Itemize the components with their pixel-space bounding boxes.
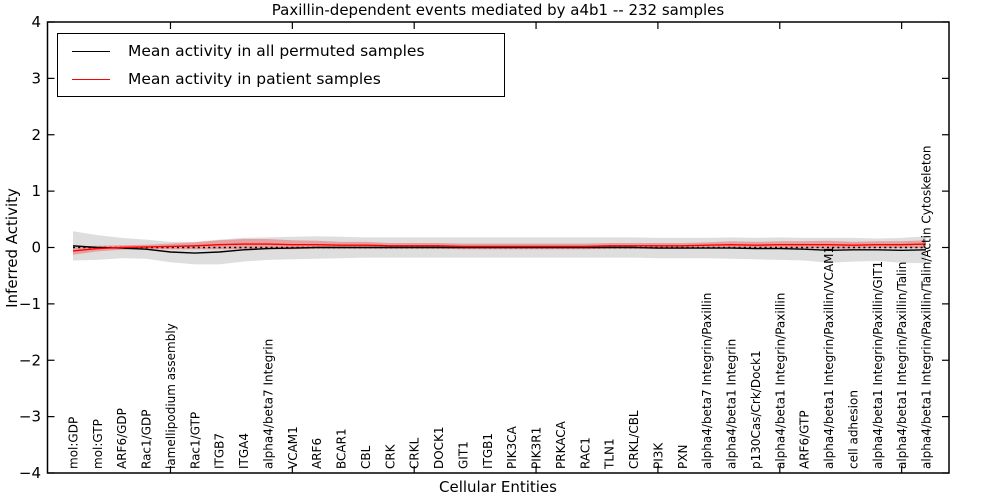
legend-item-patient: Mean activity in patient samples [72,66,504,92]
x-tick-label: Rac1/GDP [140,410,154,469]
x-tick-label: lamellipodium assembly [164,323,178,469]
y-tick-labels: 4 3 2 1 0 −1 −2 −3 −4 [19,13,41,482]
x-tick-label: PIK3CA [505,425,519,469]
x-tick-label: cell adhesion [846,390,860,469]
permuted-series-line [72,245,927,254]
x-tick-label: PIK3R1 [530,427,544,469]
axis-ticks [47,21,949,474]
y-tick-label: 2 [31,126,41,144]
legend-item-permuted: Mean activity in all permuted samples [72,38,504,64]
x-tick-label: PI3K [651,442,665,469]
legend-line-permuted-icon [72,50,110,52]
legend-line-patient-icon [72,78,110,80]
x-tick-label: ITGA4 [237,433,251,469]
legend-label-patient: Mean activity in patient samples [128,70,381,88]
x-tick-label: ARF6 [310,438,324,469]
legend: Mean activity in all permuted samples Me… [57,33,505,97]
y-tick-label: 0 [31,239,41,257]
x-tick-label: TLN1 [603,438,617,470]
x-tick-label: DOCK1 [432,426,446,469]
x-tick-label: Rac1/GTP [188,412,202,469]
x-tick-label: p130Cas/Crk/Dock1 [749,350,763,469]
x-tick-label: alpha4/beta7 Integrin/Paxillin [700,293,714,469]
y-tick-label: 4 [31,13,41,31]
x-tick-label: alpha4/beta1 Integrin/Paxillin/GIT1 [871,261,885,469]
x-tick-label: CBL [359,445,373,469]
x-tick-label: CRKL [408,437,422,469]
y-tick-label: 3 [31,69,41,87]
x-tick-label: mol:GDP [67,417,81,469]
x-tick-label: ITGB7 [213,433,227,469]
x-tick-label: VCAM1 [286,426,300,469]
x-tick-label: ARF6/GTP [798,410,812,469]
x-tick-label: ARF6/GDP [115,408,129,469]
x-tick-labels: mol:GDP mol:GTP ARF6/GDP Rac1/GDP lamellipod… [67,146,934,470]
x-tick-label: alpha4/beta7 Integrin [261,339,275,469]
x-tick-label: CRKL/CBL [627,410,641,469]
x-tick-label: alpha4/beta1 Integrin/Paxillin/VCAM1 [822,246,836,469]
x-tick-label: BCAR1 [335,428,349,469]
x-tick-label: PRKACA [554,420,568,469]
x-tick-label: GIT1 [456,441,470,469]
x-axis-label: Cellular Entities [439,478,557,496]
x-tick-label: ITGB1 [481,433,495,469]
y-tick-label: −2 [19,351,41,369]
y-tick-label: −1 [19,295,41,313]
patient-series-line [72,243,927,252]
y-tick-label: −3 [19,408,41,426]
legend-label-permuted: Mean activity in all permuted samples [128,42,425,60]
x-tick-label: alpha4/beta1 Integrin [725,339,739,469]
x-tick-label: alpha4/beta1 Integrin/Paxillin/Talin [895,262,909,469]
y-tick-label: 1 [31,182,41,200]
x-tick-label: alpha4/beta1 Integrin/Paxillin/Talin/Act… [920,146,934,469]
x-tick-label: CRK [383,443,397,469]
x-tick-label: RAC1 [578,437,592,469]
y-tick-label: −4 [19,464,41,482]
x-tick-label: mol:GTP [91,419,105,469]
x-tick-label: PXN [676,445,690,469]
x-tick-label: alpha4/beta1 Integrin/Paxillin [773,293,787,469]
chart-title: Paxillin-dependent events mediated by a4… [271,1,725,19]
